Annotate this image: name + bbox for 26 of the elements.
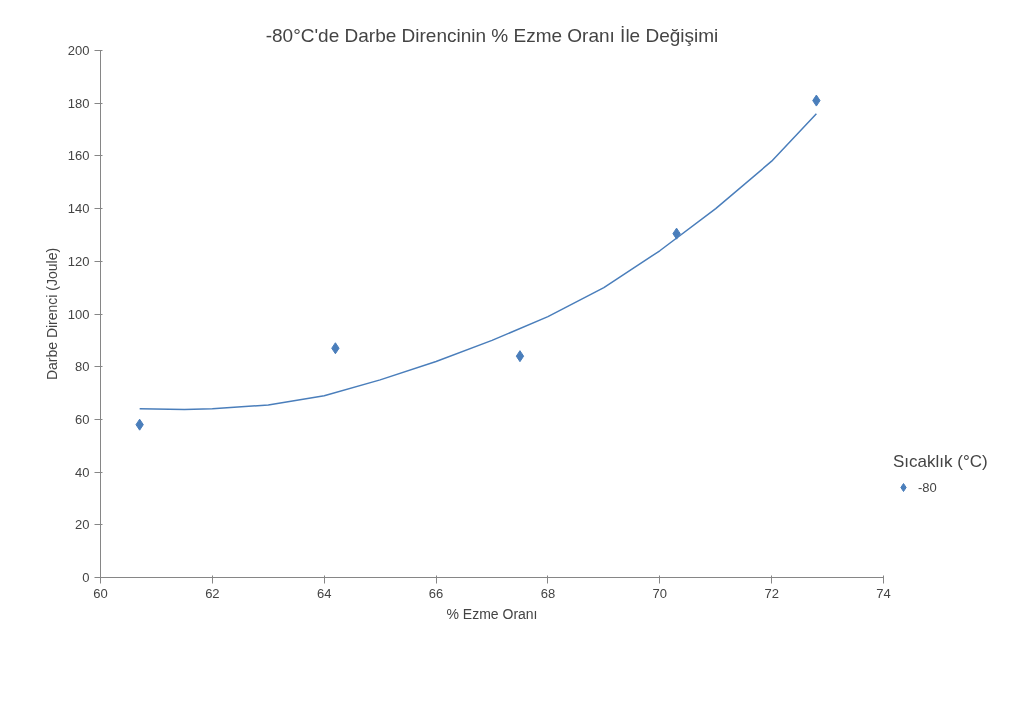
y-tick-label: 200 [67,43,90,58]
y-tick-label: 60 [75,411,90,427]
y-tick-label: 160 [67,148,90,164]
y-tick-label: 120 [67,253,90,269]
x-tick-label: 74 [876,585,891,601]
x-tick-label: 62 [205,585,220,601]
x-tick-label: 72 [764,585,779,601]
x-tick-label: 60 [93,585,108,601]
legend-label: -80 [918,479,938,495]
x-tick-label: 64 [316,585,332,601]
x-tick-label: 70 [652,585,668,601]
point [515,350,525,363]
x-tick-label: 68 [540,585,556,601]
x-tick-label: 66 [428,585,444,601]
y-tick-label: 100 [67,306,90,322]
y-tick-label: 180 [67,95,90,111]
line-series [138,112,818,411]
y-tick-label: 40 [75,464,90,480]
y-tick-label: 20 [75,517,90,533]
y-tick-label: 80 [75,359,90,375]
y-tick-label: 140 [67,201,90,217]
y-tick-label: 0 [82,570,90,585]
x-axis-title: % Ezme Oranı [446,605,538,622]
legend-title: Sıcaklık (°C) [893,452,988,472]
chart-title: -80°C'de Darbe Direncinin % Ezme Oranı İle Değişimi [265,24,719,46]
y-axis-title: Darbe Direnci (Joule) [43,247,60,381]
